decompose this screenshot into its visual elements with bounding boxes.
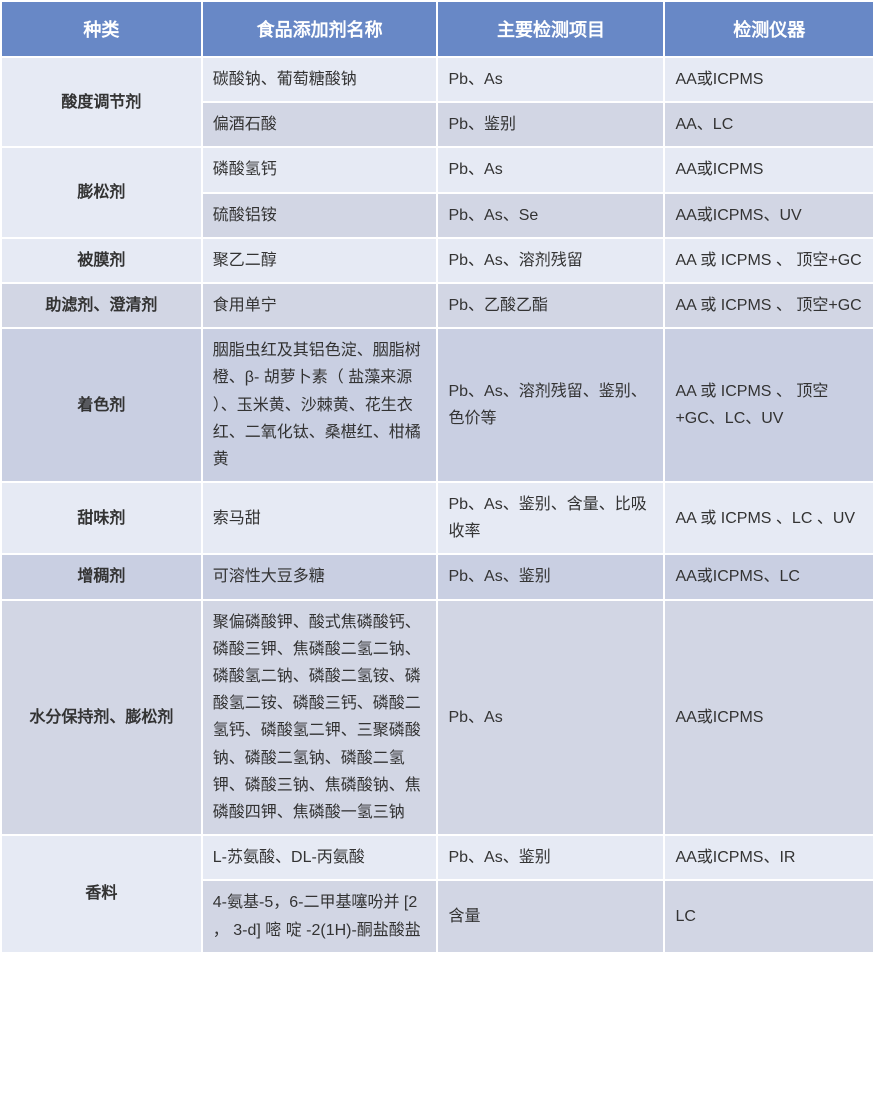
table-header: 种类 食品添加剂名称 主要检测项目 检测仪器 <box>1 1 874 57</box>
table-row: 水分保持剂、膨松剂聚偏磷酸钾、酸式焦磷酸钙、磷酸三钾、焦磷酸二氢二钠、磷酸氢二钠… <box>1 600 874 836</box>
table-row: 被膜剂聚乙二醇Pb、As、溶剂残留AA 或 ICPMS 、 顶空+GC <box>1 238 874 283</box>
table-row: 增稠剂可溶性大豆多糖Pb、As、鉴别AA或ICPMS、LC <box>1 554 874 599</box>
table-row: 着色剂胭脂虫红及其铝色淀、胭脂树橙、β- 胡萝卜素（ 盐藻来源 ）、玉米黄、沙棘… <box>1 328 874 482</box>
cell-test: Pb、As <box>437 147 664 192</box>
cell-instrument: AA或ICPMS <box>664 600 874 836</box>
cell-name: 碳酸钠、葡萄糖酸钠 <box>202 57 438 102</box>
cell-name: 索马甜 <box>202 482 438 554</box>
table-row: 香料L-苏氨酸、DL-丙氨酸Pb、As、鉴别AA或ICPMS、IR <box>1 835 874 880</box>
cell-instrument: AA或ICPMS <box>664 147 874 192</box>
header-category: 种类 <box>1 1 202 57</box>
cell-instrument: AA 或 ICPMS 、 顶空+GC <box>664 238 874 283</box>
cell-category: 膨松剂 <box>1 147 202 237</box>
cell-name: 硫酸铝铵 <box>202 193 438 238</box>
cell-instrument: LC <box>664 880 874 952</box>
table-row: 膨松剂磷酸氢钙Pb、AsAA或ICPMS <box>1 147 874 192</box>
cell-test: Pb、鉴别 <box>437 102 664 147</box>
cell-name: 磷酸氢钙 <box>202 147 438 192</box>
cell-name: 食用单宁 <box>202 283 438 328</box>
cell-category: 甜味剂 <box>1 482 202 554</box>
cell-category: 助滤剂、澄清剂 <box>1 283 202 328</box>
cell-test: Pb、As <box>437 57 664 102</box>
cell-category: 增稠剂 <box>1 554 202 599</box>
cell-instrument: AA、LC <box>664 102 874 147</box>
cell-name: 聚乙二醇 <box>202 238 438 283</box>
cell-name: 胭脂虫红及其铝色淀、胭脂树橙、β- 胡萝卜素（ 盐藻来源 ）、玉米黄、沙棘黄、花… <box>202 328 438 482</box>
header-instrument: 检测仪器 <box>664 1 874 57</box>
table-row: 助滤剂、澄清剂食用单宁Pb、乙酸乙酯AA 或 ICPMS 、 顶空+GC <box>1 283 874 328</box>
cell-test: Pb、As、鉴别 <box>437 554 664 599</box>
cell-instrument: AA或ICPMS、LC <box>664 554 874 599</box>
header-name: 食品添加剂名称 <box>202 1 438 57</box>
cell-test: Pb、As、鉴别、含量、比吸收率 <box>437 482 664 554</box>
cell-category: 香料 <box>1 835 202 953</box>
cell-instrument: AA 或 ICPMS 、 顶空+GC <box>664 283 874 328</box>
cell-category: 被膜剂 <box>1 238 202 283</box>
cell-instrument: AA 或 ICPMS 、LC 、UV <box>664 482 874 554</box>
cell-test: 含量 <box>437 880 664 952</box>
cell-instrument: AA 或 ICPMS 、 顶空+GC、LC、UV <box>664 328 874 482</box>
cell-instrument: AA或ICPMS <box>664 57 874 102</box>
cell-category: 着色剂 <box>1 328 202 482</box>
cell-test: Pb、As、溶剂残留、鉴别、色价等 <box>437 328 664 482</box>
food-additive-table: 种类 食品添加剂名称 主要检测项目 检测仪器 酸度调节剂碳酸钠、葡萄糖酸钠Pb、… <box>0 0 875 954</box>
table-body: 酸度调节剂碳酸钠、葡萄糖酸钠Pb、AsAA或ICPMS偏酒石酸Pb、鉴别AA、L… <box>1 57 874 953</box>
cell-name: L-苏氨酸、DL-丙氨酸 <box>202 835 438 880</box>
cell-test: Pb、As <box>437 600 664 836</box>
table-row: 甜味剂索马甜Pb、As、鉴别、含量、比吸收率AA 或 ICPMS 、LC 、UV <box>1 482 874 554</box>
cell-instrument: AA或ICPMS、IR <box>664 835 874 880</box>
cell-name: 聚偏磷酸钾、酸式焦磷酸钙、磷酸三钾、焦磷酸二氢二钠、磷酸氢二钠、磷酸二氢铵、磷酸… <box>202 600 438 836</box>
cell-category: 水分保持剂、膨松剂 <box>1 600 202 836</box>
cell-test: Pb、As、Se <box>437 193 664 238</box>
cell-name: 可溶性大豆多糖 <box>202 554 438 599</box>
table-row: 酸度调节剂碳酸钠、葡萄糖酸钠Pb、AsAA或ICPMS <box>1 57 874 102</box>
cell-name: 4-氨基-5，6-二甲基噻吩并 [2 ， 3-d] 嘧 啶 -2(1H)-酮盐酸… <box>202 880 438 952</box>
cell-test: Pb、乙酸乙酯 <box>437 283 664 328</box>
cell-name: 偏酒石酸 <box>202 102 438 147</box>
cell-category: 酸度调节剂 <box>1 57 202 147</box>
cell-test: Pb、As、鉴别 <box>437 835 664 880</box>
cell-test: Pb、As、溶剂残留 <box>437 238 664 283</box>
cell-instrument: AA或ICPMS、UV <box>664 193 874 238</box>
header-test: 主要检测项目 <box>437 1 664 57</box>
